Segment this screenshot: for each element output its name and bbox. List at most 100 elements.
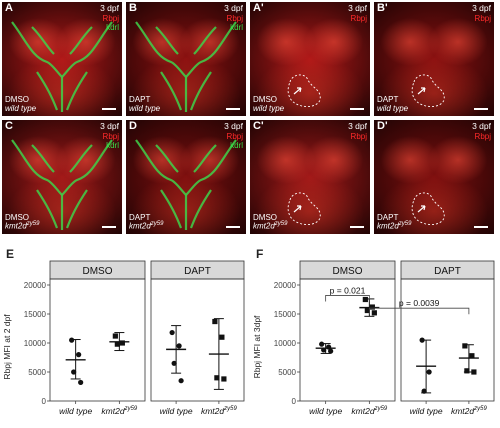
kdrl-vessel-signal	[11, 139, 113, 230]
treatment-label: DMSO	[253, 213, 277, 222]
data-point	[462, 343, 468, 349]
y-tick-label: 20000	[274, 281, 297, 290]
kdrl-channel-label: kdrl	[230, 141, 243, 150]
region-outline	[287, 192, 321, 225]
y-tick-label: 0	[42, 397, 47, 406]
data-point	[364, 307, 370, 314]
panel-letter: D	[129, 120, 137, 132]
panel-letter: A	[5, 2, 13, 14]
scatter-plot: Rbpj MFI at 2 dpf 0 5000 10000 15000 20000 DMS…	[2, 260, 245, 416]
micrograph-panel-d-prime: D' 3 dpf Rbpj DAPT kmt2dzy59	[374, 120, 494, 234]
chart-f: F Rbpj MFI at 3dpf 0 5000 10000 15000 20000 DMS…	[250, 245, 498, 423]
data-point	[178, 378, 184, 384]
stage-label: 3 dpf	[472, 121, 491, 131]
x-tick-label-text: kmt2d	[351, 406, 374, 416]
y-tick-label: 5000	[278, 368, 296, 377]
scale-bar	[350, 108, 364, 110]
data-point	[362, 296, 368, 303]
region-outline	[287, 74, 321, 107]
data-point	[419, 337, 425, 343]
x-tick-label: wild type	[160, 406, 193, 416]
data-point	[371, 310, 377, 316]
data-point	[212, 318, 218, 325]
treatment-label: DMSO	[5, 95, 29, 104]
y-tick-label: 20000	[24, 281, 47, 290]
kdrl-channel-label: kdrl	[106, 23, 119, 32]
arrow-icon	[417, 87, 426, 95]
data-point	[112, 333, 118, 339]
allele-superscript: zy59	[26, 221, 40, 228]
panel-letter: B	[129, 2, 137, 14]
kdrl-vessel-signal	[135, 139, 237, 230]
x-tick-label-text: wild type	[59, 406, 92, 416]
treatment-label: DMSO	[5, 213, 29, 222]
stage-label: 3 dpf	[100, 3, 119, 13]
data-point	[464, 368, 470, 374]
scale-bar	[226, 108, 240, 110]
facet-label: DAPT	[434, 266, 461, 277]
stage-label: 3 dpf	[348, 3, 367, 13]
tissue-image	[374, 120, 494, 234]
rbpj-channel-label: Rbpj	[350, 14, 367, 23]
data-point	[69, 337, 75, 343]
x-tick-label-text: kmt2d	[451, 406, 474, 416]
y-tick-label: 0	[292, 397, 297, 406]
scale-bar	[226, 226, 240, 228]
chart-letter: E	[6, 247, 15, 261]
allele-superscript: zy59	[274, 221, 288, 228]
allele-superscript: zy59	[150, 221, 164, 228]
x-tick-label-superscript: zy59	[473, 406, 487, 412]
genotype-label: wild type	[5, 104, 37, 113]
micrograph-panel-d: D 3 dpf Rbpj kdrl DAPT kmt2dzy59	[126, 120, 246, 234]
x-tick-label: kmt2dzy59	[201, 406, 237, 416]
micrograph-panel-c-prime: C' 3 dpf Rbpj DMSO kmt2dzy59	[250, 120, 370, 234]
micrograph-panel-c: C 3 dpf Rbpj kdrl DMSO kmt2dzy59	[2, 120, 122, 234]
data-point	[176, 343, 182, 349]
chart-letter: F	[256, 247, 264, 261]
tissue-image	[250, 2, 370, 116]
tissue-image	[250, 120, 370, 234]
x-tick-label-text: wild type	[410, 406, 443, 416]
data-point	[219, 334, 225, 340]
x-tick-label-text: wild type	[309, 406, 342, 416]
data-point	[78, 379, 84, 386]
scale-bar	[474, 226, 488, 228]
x-tick-label: wild type	[410, 406, 443, 416]
data-point	[421, 388, 427, 394]
stage-label: 3 dpf	[224, 3, 243, 13]
stage-label: 3 dpf	[224, 121, 243, 131]
rbpj-channel-label: Rbpj	[474, 132, 491, 141]
micrograph-panel-b-prime: B' 3 dpf Rbpj DAPT wild type	[374, 2, 494, 116]
scale-bar	[474, 108, 488, 110]
data-point	[171, 360, 177, 366]
facet-label: DMSO	[83, 266, 113, 277]
micrograph-panel-b: B 3 dpf Rbpj kdrl DAPT wild type	[126, 2, 246, 116]
facet-frame	[49, 278, 146, 402]
panel-letter: B'	[377, 2, 388, 14]
treatment-label: DMSO	[253, 95, 277, 104]
rbpj-channel-label: Rbpj	[102, 14, 119, 23]
facet-frame	[400, 278, 495, 402]
rbpj-channel-label: Rbpj	[474, 14, 491, 23]
stage-label: 3 dpf	[472, 3, 491, 13]
x-tick-label: wild type	[59, 406, 92, 416]
y-axis-label: Rbpj MFI at 3dpf	[252, 315, 262, 378]
y-tick-label: 10000	[274, 339, 297, 348]
x-tick-label-superscript: zy59	[374, 406, 388, 412]
data-point	[214, 375, 220, 381]
x-tick-label: kmt2dzy59	[351, 406, 387, 416]
genotype-label: kmt2dzy59	[377, 221, 412, 231]
x-tick-label: wild type	[309, 406, 342, 416]
stage-label: 3 dpf	[100, 121, 119, 131]
stage-label: 3 dpf	[348, 121, 367, 131]
genotype-label: wild type	[253, 104, 285, 113]
facet-frame	[150, 278, 245, 402]
treatment-label: DAPT	[377, 95, 399, 104]
rbpj-channel-label: Rbpj	[226, 132, 243, 141]
arrow-icon	[293, 87, 302, 95]
scale-bar	[102, 108, 116, 110]
p-value-label: p = 0.021	[330, 285, 366, 295]
x-tick-label: kmt2dzy59	[101, 406, 137, 416]
genotype-label: kmt2dzy59	[253, 221, 288, 231]
scale-bar	[350, 226, 364, 228]
